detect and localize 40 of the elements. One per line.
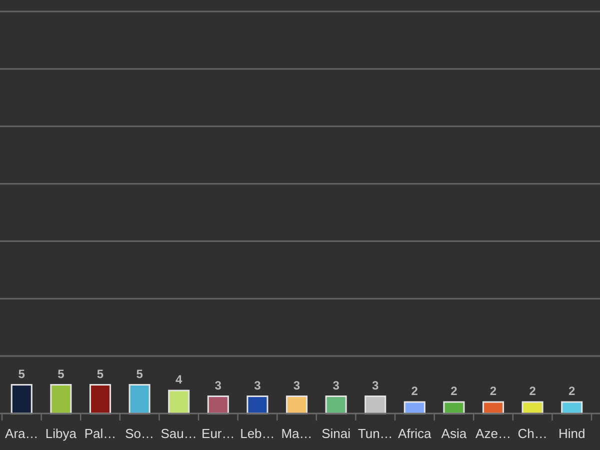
x-tick-label: So… (125, 426, 154, 441)
x-tick-label: Sinai (322, 426, 351, 441)
x-tick-label: Hind (558, 426, 586, 441)
data-label: 3 (254, 378, 262, 392)
bar (89, 384, 112, 414)
data-label: 5 (136, 366, 144, 381)
x-tick-label: Ara… (5, 426, 38, 441)
x-tick-label: Ch… (518, 426, 548, 441)
data-label: 2 (568, 384, 576, 398)
data-label: 2 (490, 384, 497, 398)
data-label: 3 (372, 378, 380, 392)
x-tick-label: Sau… (160, 426, 197, 441)
bar (325, 396, 347, 414)
bar (168, 390, 190, 414)
x-tick-label: Leb… (240, 426, 275, 441)
data-label: 5 (96, 366, 104, 381)
x-tick-label: Eur… (202, 426, 235, 441)
bar (246, 396, 268, 414)
data-label: 5 (18, 366, 26, 381)
x-tick-label: Aze… (476, 426, 511, 441)
bar (364, 396, 386, 414)
data-label: 2 (411, 384, 418, 398)
bar (207, 396, 229, 414)
bar (50, 384, 72, 414)
x-tick-label: Tun… (358, 426, 393, 441)
x-tick-label: Libya (45, 426, 78, 441)
x-tick-label: Ma… (281, 426, 312, 441)
data-label: 2 (450, 384, 458, 398)
x-tick-label: Pal… (84, 426, 116, 441)
bar (286, 396, 308, 414)
x-tick-label: Asia (441, 426, 468, 441)
data-label: 3 (293, 378, 300, 392)
data-label: 2 (529, 384, 536, 398)
data-label: 3 (332, 378, 340, 392)
data-label: 5 (58, 366, 65, 381)
data-label: 3 (214, 378, 222, 392)
x-tick-label: Africa (398, 426, 432, 441)
bar (10, 384, 32, 414)
data-label: 4 (176, 372, 183, 387)
bar (128, 384, 150, 414)
